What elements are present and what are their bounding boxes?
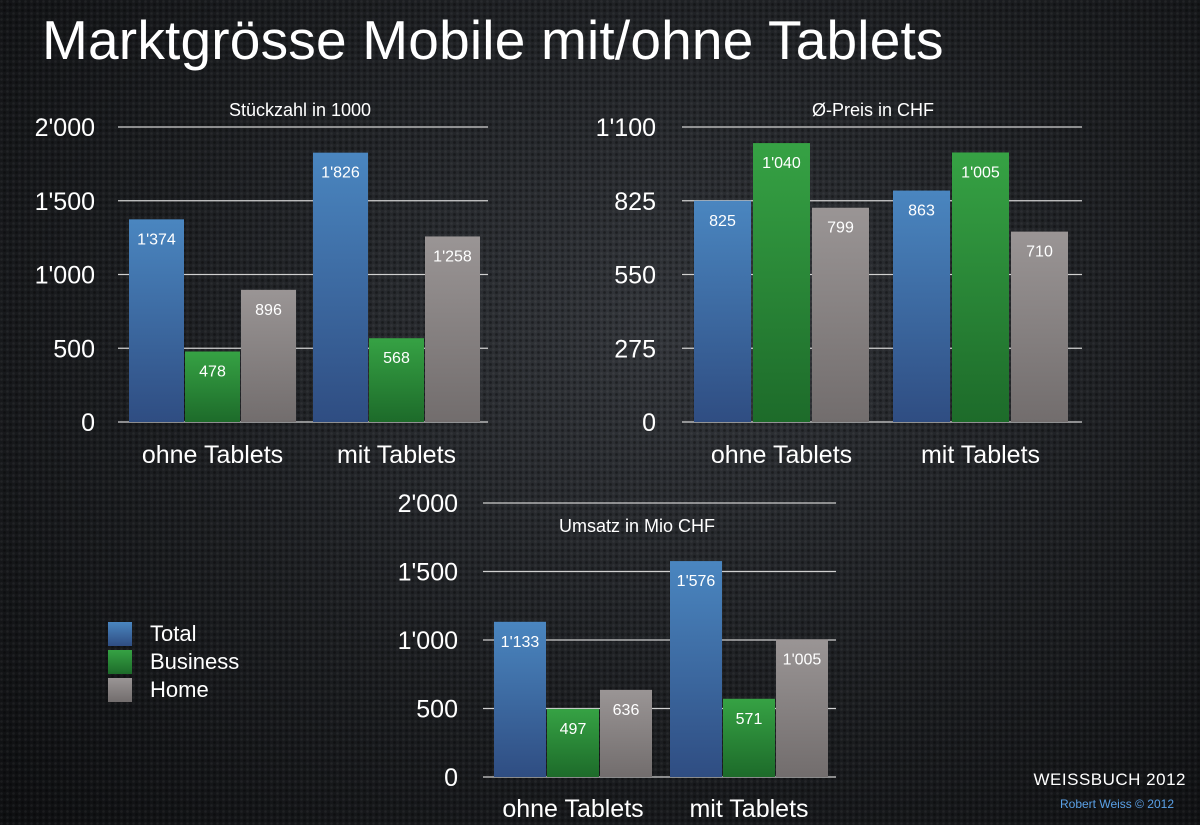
- chart-2-bar-total-1: [694, 200, 751, 422]
- chart-2-title: Ø-Preis in CHF: [812, 100, 934, 120]
- chart-1-bar-home-2: [425, 236, 480, 422]
- chart-2-data-label-business-1: 1'040: [762, 155, 801, 172]
- chart-3-bar-business-1: [547, 708, 599, 777]
- chart-2-data-label-home-2: 710: [1026, 244, 1053, 261]
- footer-brand: WEISSBUCH 2012: [1033, 770, 1186, 789]
- chart-3-y-tick-label: 1'000: [398, 627, 458, 655]
- chart-2-category-label-2: mit Tablets: [921, 441, 1040, 469]
- chart-1-data-label-home-1: 896: [255, 302, 282, 319]
- chart-3-y-tick-label: 500: [416, 696, 458, 724]
- chart-1-y-tick-label: 500: [53, 335, 95, 363]
- legend-item-home: Home: [108, 676, 239, 704]
- chart-2-y-tick-label: 1'100: [596, 114, 656, 142]
- chart-2-data-label-business-2: 1'005: [961, 164, 1000, 181]
- chart-3-bar-total-2: [670, 561, 722, 777]
- chart-3-data-label-business-2: 571: [736, 711, 763, 728]
- chart-1-category-label-2: mit Tablets: [337, 441, 456, 469]
- legend-item-total: Total: [108, 620, 239, 648]
- chart-3-bar-home-2: [776, 639, 828, 777]
- legend-swatch-business: [108, 650, 132, 674]
- chart-2-bar-business-2: [952, 152, 1009, 422]
- chart-1-bar-business-2: [369, 338, 424, 422]
- chart-1-y-tick-label: 1'000: [35, 262, 95, 290]
- chart-2-data-label-total-2: 863: [908, 203, 935, 220]
- legend-item-business: Business: [108, 648, 239, 676]
- chart-3-category-label-1: ohne Tablets: [502, 795, 643, 823]
- legend-swatch-home: [108, 678, 132, 702]
- chart-1-y-tick-label: 1'500: [35, 188, 95, 216]
- legend: Total Business Home: [108, 620, 239, 704]
- chart-3-data-label-total-1: 1'133: [501, 634, 540, 651]
- chart-3-y-tick-label: 0: [444, 764, 458, 792]
- chart-2-bar-home-2: [1011, 231, 1068, 422]
- chart-1-data-label-total-2: 1'826: [321, 165, 360, 182]
- legend-label-business: Business: [150, 649, 240, 674]
- chart-1-bar-home-1: [241, 289, 296, 422]
- chart-3-y-tick-label: 2'000: [398, 490, 458, 518]
- legend-label-home: Home: [150, 677, 209, 702]
- chart-3-bar-business-2: [723, 698, 775, 777]
- chart-2-bar-total-2: [893, 190, 950, 422]
- chart-2-data-label-home-1: 799: [827, 220, 854, 237]
- chart-1-title: Stückzahl in 1000: [229, 100, 371, 120]
- legend-label-total: Total: [150, 621, 197, 646]
- chart-2-bar-home-1: [812, 207, 869, 422]
- chart-2-y-tick-label: 0: [642, 409, 656, 437]
- chart-3-data-label-business-1: 497: [560, 721, 587, 738]
- chart-3-bar-home-1: [600, 689, 652, 777]
- chart-2-y-tick-label: 825: [614, 188, 656, 216]
- footer-copyright: Robert Weiss © 2012: [1059, 797, 1174, 811]
- chart-1-bar-total-1: [129, 219, 184, 422]
- chart-3-data-label-total-2: 1'576: [677, 573, 716, 590]
- chart-1-category-label-1: ohne Tablets: [142, 441, 283, 469]
- chart-2-data-label-total-1: 825: [709, 213, 736, 230]
- chart-3-category-label-2: mit Tablets: [689, 795, 808, 823]
- chart-3-y-tick-label: 1'500: [398, 559, 458, 587]
- chart-1-data-label-total-1: 1'374: [137, 231, 176, 248]
- chart-3-bar-total-1: [494, 621, 546, 777]
- legend-swatch-total: [108, 622, 132, 646]
- chart-3-data-label-home-1: 636: [613, 702, 640, 719]
- chart-1-data-label-business-2: 568: [383, 350, 410, 367]
- page-title: Marktgrösse Mobile mit/ohne Tablets: [42, 9, 944, 71]
- chart-3-title: Umsatz in Mio CHF: [559, 516, 715, 536]
- chart-2-category-label-1: ohne Tablets: [711, 441, 852, 469]
- chart-2-y-tick-label: 550: [614, 262, 656, 290]
- chart-1-data-label-business-1: 478: [199, 363, 226, 380]
- chart-2-bar-business-1: [753, 143, 810, 422]
- chart-1-y-tick-label: 2'000: [35, 114, 95, 142]
- chart-1-bar-business-1: [185, 351, 240, 422]
- chart-1-bar-total-2: [313, 152, 368, 423]
- chart-1-y-tick-label: 0: [81, 409, 95, 437]
- chart-1-data-label-home-2: 1'258: [433, 248, 472, 265]
- chart-2-y-tick-label: 275: [614, 335, 656, 363]
- chart-3-data-label-home-2: 1'005: [783, 651, 822, 668]
